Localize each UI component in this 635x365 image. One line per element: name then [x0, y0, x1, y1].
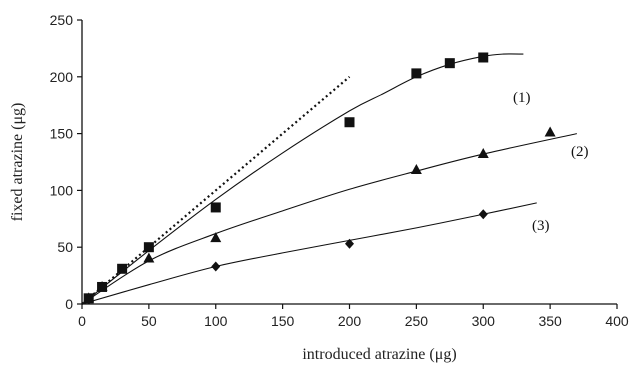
- series-1-point: [444, 58, 455, 69]
- fit-lines: [81, 53, 577, 305]
- y-tick-label: 200: [50, 69, 74, 85]
- series-2-label: (2): [571, 144, 589, 160]
- x-tick-label: 300: [472, 313, 496, 329]
- x-tick-label: 150: [271, 313, 295, 329]
- series-2-point: [210, 232, 222, 243]
- series-1-point: [210, 202, 221, 213]
- series-1-point: [478, 52, 489, 63]
- series-3-point: [84, 294, 94, 305]
- labels: introduced atrazine (μg) fixed atrazine (…: [9, 90, 589, 363]
- series-1-label: (1): [513, 90, 531, 106]
- series-3-fit-line: [81, 202, 537, 305]
- series-reference-fit-line: [81, 75, 351, 305]
- x-tick-label: 50: [141, 313, 157, 329]
- series-3-label: (3): [532, 218, 550, 234]
- y-tick-label: 100: [50, 182, 74, 198]
- series-1-point: [143, 242, 154, 253]
- data-markers: [83, 52, 556, 305]
- series-2-point: [96, 280, 108, 291]
- series-2-point: [143, 252, 155, 263]
- series-1-point: [411, 68, 422, 79]
- series-1-point: [344, 117, 355, 128]
- series-1-fit-line: [81, 53, 524, 305]
- x-tick-label: 350: [538, 313, 562, 329]
- x-tick-label: 250: [405, 313, 429, 329]
- series-3-point: [478, 209, 488, 220]
- y-axis-title: fixed atrazine (μg): [9, 103, 26, 222]
- series-2-fit-line: [81, 133, 577, 305]
- series-3-point: [345, 238, 354, 249]
- x-tick-label: 400: [605, 313, 629, 329]
- axes: 0 50 100 150 200 250 300 350 400 0 50 100 150 200 250: [50, 12, 629, 329]
- x-tick-label: 0: [78, 313, 86, 329]
- y-tick-label: 250: [50, 12, 74, 28]
- x-axis-title: introduced atrazine (μg): [302, 346, 456, 363]
- series-2-point: [477, 148, 489, 159]
- series-3-point: [211, 261, 221, 272]
- y-tick-label: 150: [50, 126, 74, 142]
- y-tick-label: 50: [57, 239, 73, 255]
- series-2-point: [410, 163, 422, 174]
- x-tick-label: 200: [338, 313, 362, 329]
- y-tick-label: 0: [65, 296, 73, 312]
- series-2-point: [544, 126, 556, 137]
- series-1-point: [117, 263, 128, 274]
- x-tick-label: 100: [204, 313, 228, 329]
